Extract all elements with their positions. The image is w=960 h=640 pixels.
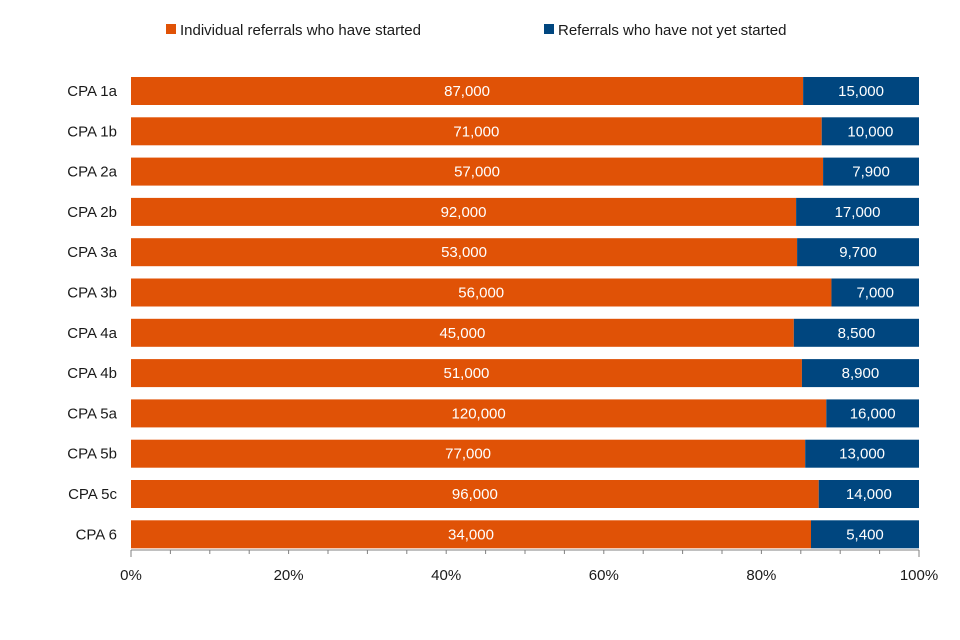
data-label: 7,000 xyxy=(856,285,894,302)
data-label: 56,000 xyxy=(458,285,504,302)
data-label: 8,500 xyxy=(838,325,876,342)
legend-swatch xyxy=(166,24,176,34)
category-label: CPA 3a xyxy=(67,244,117,261)
category-label: CPA 1a xyxy=(67,83,117,100)
data-label: 15,000 xyxy=(838,83,884,100)
bar-segment xyxy=(131,520,811,549)
x-tick-label: 60% xyxy=(589,567,619,584)
bar-row: CPA 4a 45,000 8,500 xyxy=(67,318,919,347)
bar-segment xyxy=(797,238,919,267)
data-label: 96,000 xyxy=(452,486,498,503)
bar-segment xyxy=(131,318,794,347)
category-label: CPA 5a xyxy=(67,405,117,422)
category-label: CPA 4b xyxy=(67,365,117,382)
data-label: 53,000 xyxy=(441,244,487,261)
bar-segment xyxy=(131,197,797,226)
category-label: CPA 6 xyxy=(76,526,117,543)
data-label: 51,000 xyxy=(444,365,490,382)
bar-row: CPA 4b 51,000 8,900 xyxy=(67,359,919,388)
data-label: 92,000 xyxy=(441,204,487,221)
bar-segment xyxy=(796,197,919,226)
data-label: 34,000 xyxy=(448,526,494,543)
bar-segment xyxy=(811,520,919,549)
bar-segment xyxy=(831,278,919,307)
bar-row: CPA 1a 87,000 15,000 xyxy=(67,77,919,105)
data-label: 45,000 xyxy=(439,325,485,342)
bar-segment xyxy=(821,117,919,146)
bar-row: CPA 5c 96,000 14,000 xyxy=(68,480,919,508)
bar-segment xyxy=(131,77,804,105)
category-label: CPA 2a xyxy=(67,164,117,181)
bar-row: CPA 5a 120,000 16,000 xyxy=(67,399,919,428)
data-label: 8,900 xyxy=(842,365,880,382)
bar-segment xyxy=(131,359,802,388)
legend-swatch xyxy=(544,24,554,34)
category-label: CPA 4a xyxy=(67,325,117,342)
category-label: CPA 3b xyxy=(67,285,117,302)
category-label: CPA 5b xyxy=(67,446,117,463)
data-label: 16,000 xyxy=(850,405,896,422)
data-label: 10,000 xyxy=(847,123,893,140)
bar-row: CPA 3b 56,000 7,000 xyxy=(67,278,919,307)
legend-label: Individual referrals who have started xyxy=(180,22,421,39)
category-label: CPA 5c xyxy=(68,486,117,503)
data-label: 87,000 xyxy=(444,83,490,100)
bar-row: CPA 6 34,000 5,400 xyxy=(76,520,919,549)
bar-segment xyxy=(131,157,824,186)
data-label: 9,700 xyxy=(839,244,877,261)
bar-segment xyxy=(818,480,919,508)
bar-segment xyxy=(801,359,919,388)
bar-segment xyxy=(826,399,919,428)
bar-segment xyxy=(131,480,819,508)
x-tick-label: 0% xyxy=(120,567,142,584)
bar-segment xyxy=(131,399,827,428)
x-tick-label: 80% xyxy=(746,567,776,584)
bar-segment xyxy=(131,117,822,146)
bar-segment xyxy=(131,439,806,468)
data-label: 71,000 xyxy=(453,123,499,140)
x-tick-label: 100% xyxy=(900,567,938,584)
data-label: 7,900 xyxy=(852,164,890,181)
bar-row: CPA 2a 57,000 7,900 xyxy=(67,157,919,186)
bar-row: CPA 3a 53,000 9,700 xyxy=(67,238,919,267)
bar-segment xyxy=(823,157,919,186)
category-label: CPA 1b xyxy=(67,123,117,140)
data-label: 120,000 xyxy=(452,405,506,422)
data-label: 57,000 xyxy=(454,164,500,181)
data-label: 5,400 xyxy=(846,526,884,543)
x-tick-label: 20% xyxy=(274,567,304,584)
data-label: 13,000 xyxy=(839,446,885,463)
bar-segment xyxy=(793,318,919,347)
bar-segment xyxy=(131,238,798,267)
data-label: 14,000 xyxy=(846,486,892,503)
bar-row: CPA 5b 77,000 13,000 xyxy=(67,439,919,468)
data-label: 17,000 xyxy=(835,204,881,221)
bar-row: CPA 1b 71,000 10,000 xyxy=(67,117,919,146)
bar-segment xyxy=(805,439,919,468)
bar-segment xyxy=(131,278,832,307)
data-label: 77,000 xyxy=(445,446,491,463)
x-axis: 0% 20% 40% 60% 80% 100% xyxy=(120,549,938,584)
bar-row: CPA 2b 92,000 17,000 xyxy=(67,197,919,226)
bar-segment xyxy=(803,77,919,105)
legend: Individual referrals who have started Ref… xyxy=(166,22,786,39)
x-tick-label: 40% xyxy=(431,567,461,584)
category-label: CPA 2b xyxy=(67,204,117,221)
legend-label: Referrals who have not yet started xyxy=(558,22,786,39)
